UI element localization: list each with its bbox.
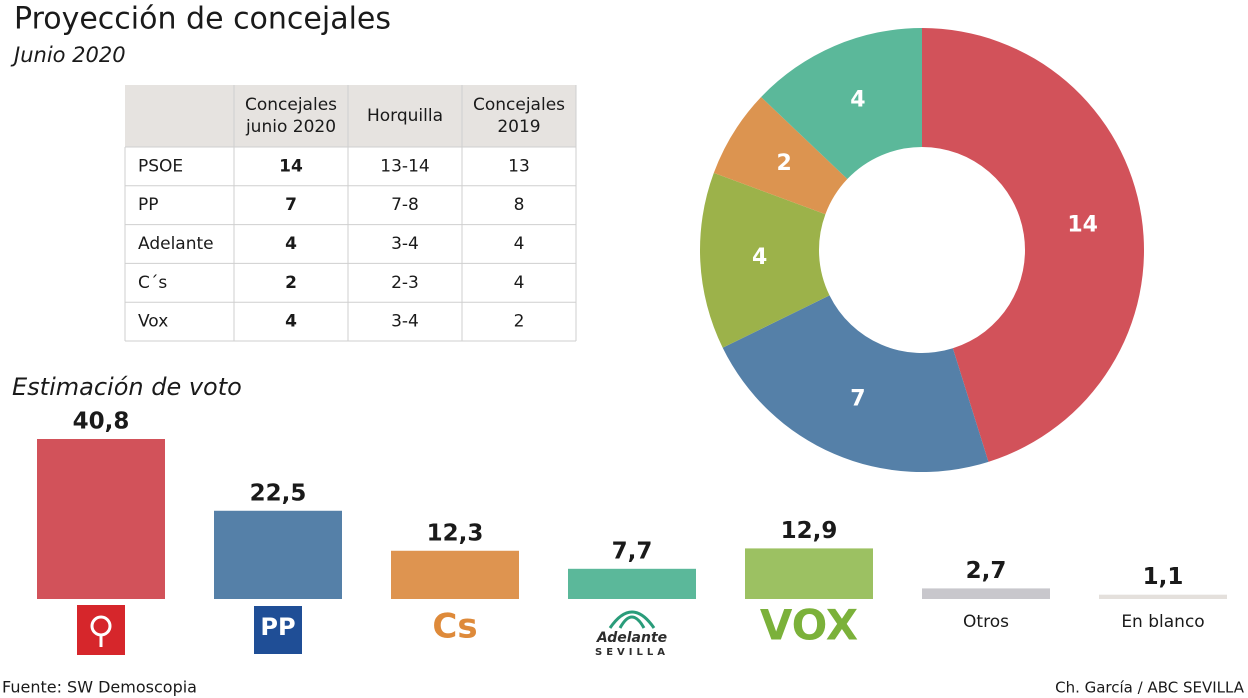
table-cell: 13 [508,156,530,176]
title: Proyección de concejales [14,2,391,37]
slice-label: 4 [850,88,865,113]
table-cell: 7-8 [391,195,419,215]
table-header: junio 2020 [245,117,336,137]
table-cell: 8 [514,195,525,215]
logo-text: Cs [432,607,477,647]
value-label: 2,7 [966,558,1007,584]
table-cell: 3-4 [391,312,419,332]
slice-label: 14 [1067,212,1098,237]
table-cell: 3-4 [391,234,419,254]
table-header: Concejales [245,95,337,115]
value-label: 12,3 [427,520,484,546]
table-cell: PP [138,195,159,215]
source: Fuente: SW Demoscopia [2,678,197,697]
table-header: Horquilla [367,106,443,126]
table-cell: 4 [285,312,297,332]
table-cell: 13-14 [380,156,429,176]
value-label: 22,5 [250,480,307,506]
bar [568,568,696,599]
table-header: Concejales [473,95,565,115]
logo [608,610,656,629]
donut-slice [722,295,989,472]
slice-label: 2 [776,151,791,176]
table-cell: 14 [279,156,303,176]
bar [37,439,165,599]
bar [1099,594,1227,599]
logo-text: Adelante [596,630,667,646]
table-cell: 2 [514,312,525,332]
slice-label: 7 [850,386,865,411]
logo [77,605,125,655]
donut-slice [761,28,922,180]
table-header: 2019 [497,117,540,137]
value-label: 7,7 [612,538,653,564]
table-cell: Vox [138,312,168,332]
logo-text: VOX [760,601,858,650]
table-cell: 7 [285,195,297,215]
table-cell: 4 [285,234,297,254]
table-cell: 4 [514,234,525,254]
logo-text: PP [260,613,295,641]
bar [922,588,1050,599]
table-header-bg [125,85,576,147]
value-label: 1,1 [1143,564,1184,590]
donut-slice [713,97,848,215]
logo [254,606,302,654]
value-label: 12,9 [781,518,838,544]
table-cell: 2-3 [391,273,419,293]
table-cell: PSOE [138,156,183,176]
bar [391,550,519,599]
table-cell: 2 [285,273,297,293]
bar-chart-title: Estimación de voto [12,373,242,401]
bar [214,510,342,599]
table-cell: C´s [138,273,167,293]
table-cell: Adelante [138,234,214,254]
slice-label: 4 [752,245,767,270]
value-label: 40,8 [73,409,130,435]
logo-text: SEVILLA [595,647,669,658]
bar [745,548,873,599]
donut-slice [922,28,1144,462]
table-cell: 4 [514,273,525,293]
category-label: En blanco [1121,612,1204,632]
credit: Ch. García / ABC SEVILLA [1055,679,1245,697]
subtitle: Junio 2020 [10,43,126,67]
category-label: Otros [963,612,1009,632]
donut-slice [700,172,830,348]
